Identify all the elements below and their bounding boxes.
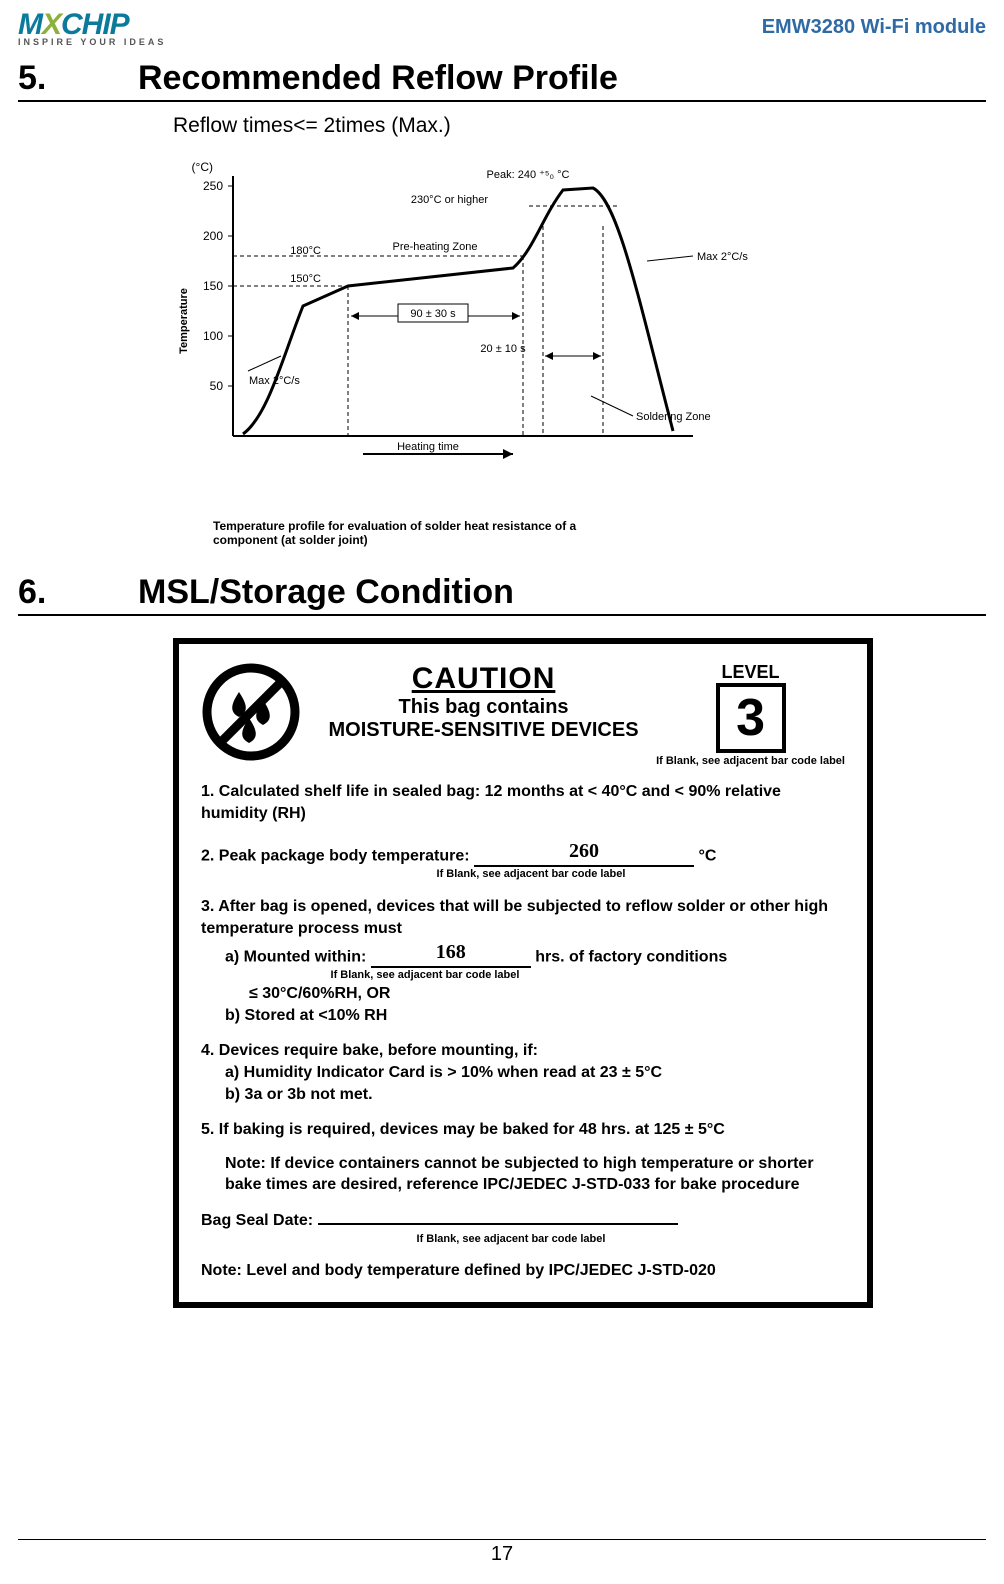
bag-seal-row: Bag Seal Date: If Blank, see adjacent ba… — [201, 1210, 845, 1246]
caution-item-3b: b) Stored at <10% RH — [225, 1005, 845, 1027]
msl-level-box: 3 — [716, 683, 786, 753]
caution-item-4a: a) Humidity Indicator Card is > 10% when… — [225, 1062, 845, 1084]
section-5-title: Recommended Reflow Profile — [138, 59, 618, 98]
caution-item-5-note: Note: If device containers cannot be sub… — [225, 1153, 845, 1196]
page-header: MXCHIP INSPIRE YOUR IDEAS EMW3280 Wi-Fi … — [18, 10, 986, 51]
peak-temp-unit: °C — [698, 848, 716, 865]
caution-footer-note: Note: Level and body temperature defined… — [201, 1260, 845, 1282]
peak-label: Peak: 240 ⁺⁵₀ °C — [487, 169, 570, 181]
moisture-prohibit-icon — [201, 662, 311, 767]
caution-item-4: 4. Devices require bake, before mounting… — [201, 1040, 845, 1105]
preheat-lo: 150°C — [290, 273, 321, 285]
brand-logo: MXCHIP INSPIRE YOUR IDEAS — [18, 10, 166, 47]
svg-text:100: 100 — [203, 329, 223, 343]
preheat-hi: 180°C — [290, 245, 321, 257]
caution-item-1: 1. Calculated shelf life in sealed bag: … — [201, 781, 845, 824]
logo-tagline: INSPIRE YOUR IDEAS — [18, 38, 166, 47]
section-5-heading: 5. Recommended Reflow Profile — [18, 59, 986, 102]
caution-subtitle-2: MOISTURE-SENSITIVE DEVICES — [311, 719, 656, 742]
bag-seal-label: Bag Seal Date: — [201, 1212, 313, 1229]
soldering-zone-label: Soldering Zone — [636, 411, 711, 423]
caution-item-2: 2. Peak package body temperature: 260 °C… — [201, 838, 845, 882]
msl-level-value: 3 — [736, 688, 765, 748]
chart-caption: Temperature profile for evaluation of so… — [213, 519, 633, 547]
msl-level-label: LEVEL — [656, 662, 845, 683]
caution-subtitle-1: This bag contains — [311, 696, 656, 719]
caution-item-2-note: If Blank, see adjacent bar code label — [411, 867, 651, 882]
x-axis-label: Heating time — [397, 441, 459, 453]
section-6-number: 6. — [18, 573, 138, 612]
msl-caution-label: CAUTION This bag contains MOISTURE-SENSI… — [173, 638, 986, 1308]
bag-seal-value — [318, 1223, 678, 1225]
preheat-duration: 90 ± 30 s — [410, 308, 456, 320]
svg-text:200: 200 — [203, 229, 223, 243]
ramp-down-label: Max 2°C/s — [697, 251, 748, 263]
caution-item-3a-cond: ≤ 30°C/60%RH, OR — [249, 983, 845, 1005]
bag-seal-note: If Blank, see adjacent bar code label — [381, 1232, 641, 1247]
y-unit: (°C) — [192, 160, 213, 174]
ramp-up-label: Max 2°C/s — [249, 375, 300, 387]
svg-text:250: 250 — [203, 179, 223, 193]
peak-threshold: 230°C or higher — [411, 194, 489, 206]
section-6-title: MSL/Storage Condition — [138, 573, 514, 612]
caution-item-3: 3. After bag is opened, devices that wil… — [201, 896, 845, 1026]
peak-temp-value: 260 — [474, 838, 694, 867]
reflow-profile-chart: (°C) 250 200 150 100 50 Temperature — [173, 156, 986, 547]
caution-title: CAUTION — [311, 662, 656, 696]
preheat-zone-label: Pre-heating Zone — [393, 241, 478, 253]
svg-text:150: 150 — [203, 279, 223, 293]
solder-duration: 20 ± 10 s — [480, 343, 526, 355]
document-title: EMW3280 Wi-Fi module — [762, 16, 986, 39]
caution-item-3a-suffix: hrs. of factory conditions — [535, 949, 727, 966]
caution-item-4b: b) 3a or 3b not met. — [225, 1084, 845, 1106]
section-5-number: 5. — [18, 59, 138, 98]
section-5-body: Reflow times<= 2times (Max.) — [173, 114, 986, 138]
caution-item-4-text: 4. Devices require bake, before mounting… — [201, 1040, 845, 1062]
footer-rule — [18, 1539, 986, 1540]
section-6-heading: 6. MSL/Storage Condition — [18, 573, 986, 616]
caution-item-3a-prefix: a) Mounted within: — [225, 949, 366, 966]
svg-text:50: 50 — [210, 379, 224, 393]
msl-level-note: If Blank, see adjacent bar code label — [656, 755, 845, 767]
caution-item-5-text: 5. If baking is required, devices may be… — [201, 1119, 845, 1141]
page-number: 17 — [0, 1543, 1004, 1566]
caution-item-3-text: 3. After bag is opened, devices that wil… — [201, 896, 845, 939]
mounted-within-value: 168 — [371, 939, 531, 968]
y-axis-label: Temperature — [178, 288, 190, 354]
caution-item-2-prefix: 2. Peak package body temperature: — [201, 848, 470, 865]
caution-item-3a-note: If Blank, see adjacent bar code label — [315, 968, 535, 983]
caution-item-5: 5. If baking is required, devices may be… — [201, 1119, 845, 1196]
